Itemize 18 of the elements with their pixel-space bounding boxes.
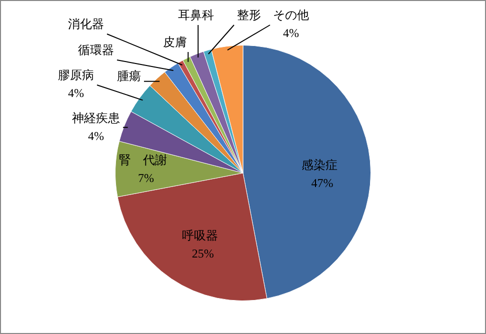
slice-label: その他 bbox=[273, 8, 309, 22]
slice-label: 耳鼻科 bbox=[178, 8, 214, 22]
slice-label: 感染症 bbox=[301, 158, 338, 172]
slice-label: 循環器 bbox=[78, 43, 114, 58]
data-label: 25% bbox=[192, 246, 214, 261]
slice-label: 整形 bbox=[237, 8, 261, 22]
slice-label: 神経疾患 bbox=[72, 111, 120, 126]
slice-label: 消化器 bbox=[68, 17, 104, 32]
data-label: 4% bbox=[68, 86, 84, 100]
slice-label: 腫瘍 bbox=[117, 69, 141, 84]
slice-label: 膠原病 bbox=[58, 68, 94, 82]
data-label: 47% bbox=[311, 176, 334, 190]
data-label: 4% bbox=[88, 129, 104, 144]
data-label: 7% bbox=[138, 171, 154, 186]
slice-label: 呼吸器 bbox=[182, 228, 218, 243]
slice-label: 皮膚 bbox=[163, 35, 187, 50]
data-label: 4% bbox=[283, 26, 299, 40]
slice-label: 腎 代謝 bbox=[119, 153, 167, 168]
